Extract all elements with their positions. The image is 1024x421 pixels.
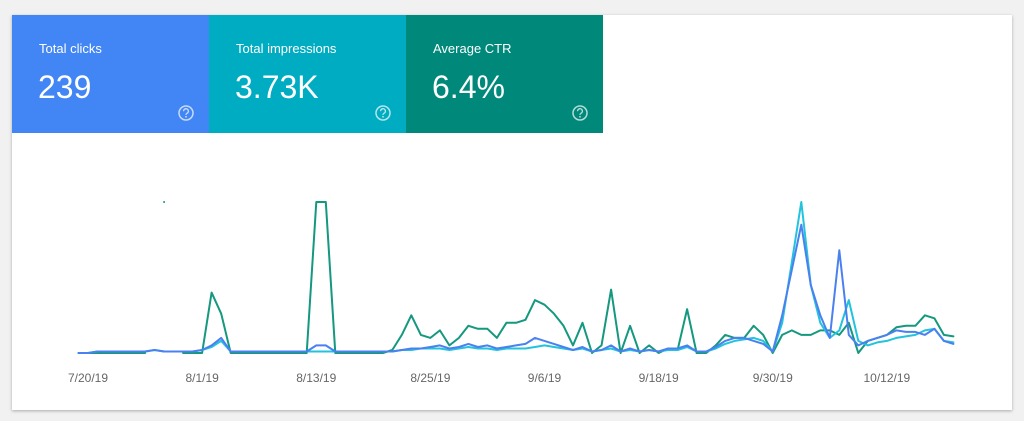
x-tick-label: 9/30/19 bbox=[753, 371, 793, 385]
metric-card: Total impressions 3.73K bbox=[209, 15, 406, 133]
x-tick-label: 8/13/19 bbox=[296, 371, 336, 385]
metric-value: 6.4% bbox=[432, 69, 505, 105]
metric-card: Total clicks 239 bbox=[12, 15, 209, 133]
x-tick-label: 7/20/19 bbox=[68, 371, 108, 385]
x-tick-label: 9/6/19 bbox=[528, 371, 562, 385]
series-line bbox=[77, 223, 955, 354]
series-line bbox=[77, 201, 955, 354]
help-icon[interactable] bbox=[177, 104, 195, 122]
metric-label: Average CTR bbox=[433, 41, 512, 56]
x-tick-label: 10/12/19 bbox=[863, 371, 910, 385]
metric-value: 239 bbox=[38, 69, 92, 105]
performance-panel: Total clicks 239 Total impressions 3.73K Ave… bbox=[12, 15, 1012, 410]
x-tick-label: 9/18/19 bbox=[639, 371, 679, 385]
metric-card: Average CTR 6.4% bbox=[406, 15, 603, 133]
metric-label: Total impressions bbox=[236, 41, 337, 56]
help-icon[interactable] bbox=[374, 104, 392, 122]
help-icon[interactable] bbox=[571, 104, 589, 122]
metric-value: 3.73K bbox=[235, 69, 319, 105]
series-line bbox=[77, 201, 955, 354]
metric-label: Total clicks bbox=[39, 41, 102, 56]
x-tick-label: 8/25/19 bbox=[410, 371, 450, 385]
x-tick-label: 8/1/19 bbox=[185, 371, 219, 385]
